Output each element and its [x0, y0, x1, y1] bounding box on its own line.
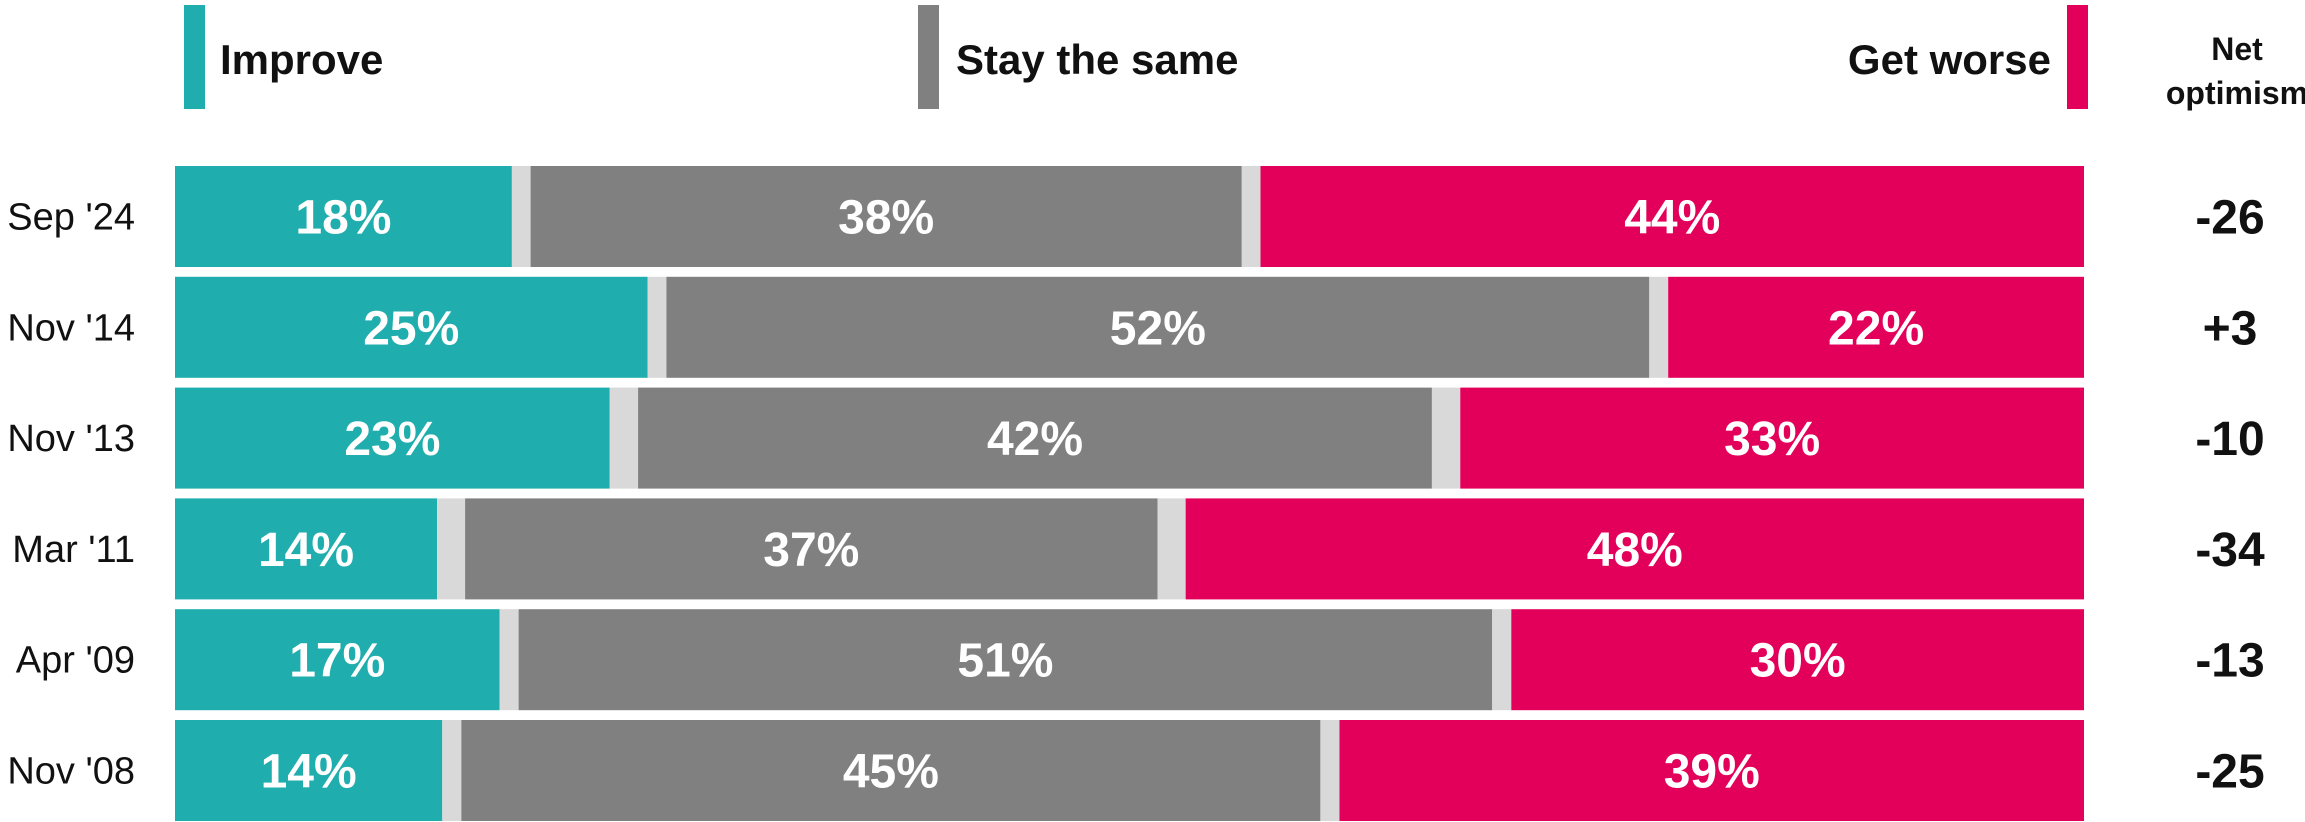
row-label: Nov '13 [7, 418, 135, 460]
bar-improve [175, 166, 512, 267]
row-label: Mar '11 [12, 529, 135, 571]
bar-gap [442, 720, 462, 821]
bar-label-improve: 17% [289, 635, 385, 688]
bar-gap [1431, 387, 1461, 489]
bar-gap [1157, 498, 1186, 600]
bar-label-same: 52% [1110, 302, 1206, 355]
bar-worse [1511, 609, 2084, 711]
legend-swatch-same [918, 5, 939, 109]
bar-label-improve: 14% [258, 524, 354, 577]
bar-gap [1320, 720, 1340, 821]
net-optimism-value: +3 [2203, 302, 2258, 355]
legend-swatch-worse [2067, 5, 2088, 109]
bar-label-same: 51% [957, 635, 1053, 688]
bar-gap [437, 498, 466, 600]
bar-label-worse: 39% [1664, 746, 1760, 799]
net-optimism-value: -10 [2195, 413, 2264, 466]
net-optimism-value: -34 [2195, 524, 2265, 577]
legend-label-same: Stay the same [956, 36, 1238, 83]
legend-swatch-improve [184, 5, 205, 109]
bar-worse [1185, 498, 2084, 600]
bar-same [465, 498, 1158, 600]
net-optimism-header-line1: Net [2211, 31, 2263, 67]
legend-label-worse: Get worse [1848, 36, 2051, 83]
bar-gap [609, 387, 639, 489]
legend-label-improve: Improve [220, 36, 383, 83]
bar-gap [1492, 609, 1512, 711]
bar-improve [175, 498, 438, 600]
net-optimism-value: -26 [2195, 192, 2264, 245]
row-label: Nov '14 [7, 307, 135, 349]
net-optimism-header-line2: optimism [2166, 75, 2305, 111]
legend: Improve Stay the same Get worse Net opti… [184, 5, 2305, 111]
bar-label-worse: 44% [1624, 192, 1720, 245]
bar-label-worse: 33% [1724, 413, 1820, 466]
row-label: Sep '24 [7, 197, 135, 239]
bar-label-worse: 22% [1828, 302, 1924, 355]
bar-gap [647, 276, 667, 378]
row-label: Apr '09 [16, 640, 135, 682]
bar-gap [499, 609, 519, 711]
bar-improve [175, 387, 610, 489]
bar-label-same: 45% [843, 746, 939, 799]
net-optimism-value: -25 [2195, 746, 2264, 799]
bar-worse [1460, 387, 2084, 489]
bar-worse [1260, 166, 2084, 267]
bar-same [638, 387, 1432, 489]
bar-label-same: 38% [838, 192, 934, 245]
bar-label-worse: 48% [1587, 524, 1683, 577]
bar-label-improve: 18% [295, 192, 391, 245]
bar-label-worse: 30% [1750, 635, 1846, 688]
bar-gap [1649, 276, 1669, 378]
bar-label-improve: 23% [344, 413, 440, 466]
bar-label-improve: 25% [363, 302, 459, 355]
bar-label-improve: 14% [261, 746, 357, 799]
bar-same [518, 609, 1493, 711]
bar-gap [511, 166, 531, 267]
bar-worse [1339, 720, 2084, 821]
bar-gap [1241, 166, 1261, 267]
bar-label-same: 37% [763, 524, 859, 577]
bar-worse [1668, 276, 2084, 378]
bar-same [461, 720, 1321, 821]
bar-same [530, 166, 1242, 267]
bar-rows: 18% 38% 44% Sep '24 -26 25% 52% 22% Nov '14 +3 23%… [7, 166, 2265, 821]
bar-improve [175, 276, 648, 378]
bar-improve [175, 720, 443, 821]
bar-label-same: 42% [987, 413, 1083, 466]
net-optimism-value: -13 [2195, 635, 2264, 688]
bar-improve [175, 609, 500, 711]
row-label: Nov '08 [7, 751, 135, 793]
bar-same [666, 276, 1650, 378]
